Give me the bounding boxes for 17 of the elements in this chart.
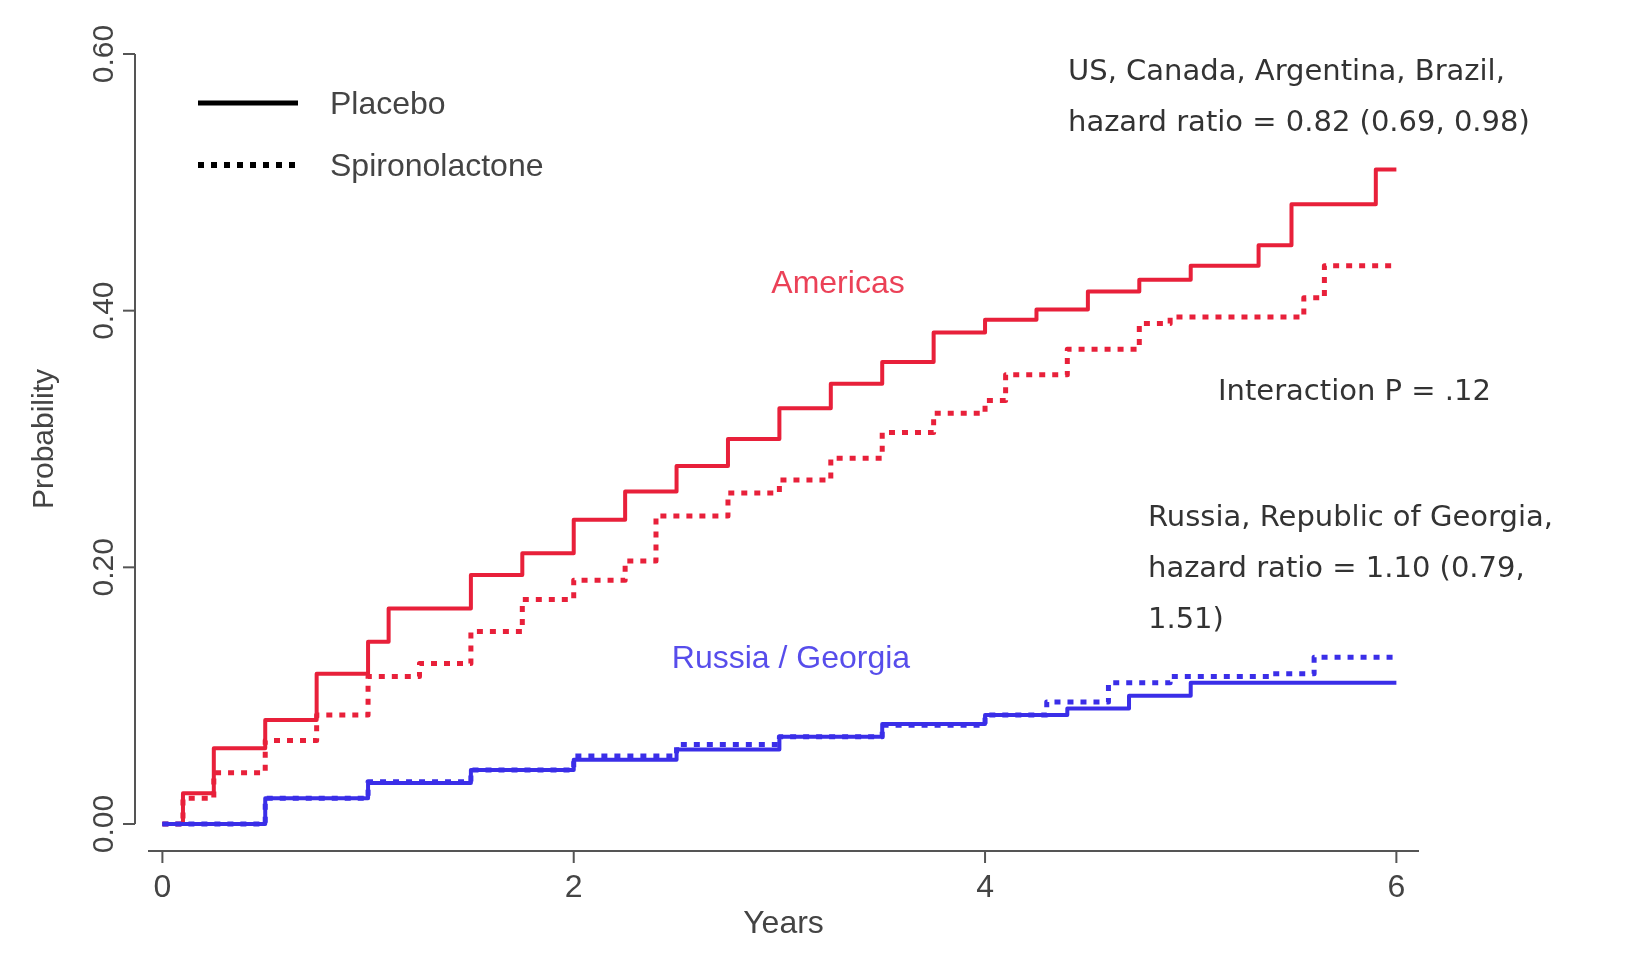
x-axis-title: Years: [743, 904, 824, 940]
annotation: Interaction P = .12: [1218, 373, 1491, 407]
series-label: Russia / Georgia: [671, 639, 911, 675]
y-axis-title: Probability: [26, 368, 59, 510]
y-tick-label: 0.40: [86, 281, 119, 340]
annotation: US, Canada, Argentina, Brazil, hazard ratio = 0.82 (0.69, 0.98): [1068, 53, 1530, 138]
x-tick-label: 4: [976, 868, 994, 904]
series-label: Americas: [771, 264, 905, 300]
x-tick-label: 6: [1387, 868, 1406, 904]
annotation: Spironolactone: [330, 147, 544, 183]
annotation: Placebo: [330, 85, 446, 121]
y-tick-label: 0.00: [86, 794, 119, 854]
x-tick-label: 2: [564, 868, 583, 904]
y-tick-label: 0.60: [86, 24, 119, 84]
x-tick-label: 0: [153, 868, 172, 904]
annotation: Russia, Republic of Georgia, hazard ratio = 1.10 (0.79, 1.51): [1148, 499, 1553, 635]
y-tick-label: 0.20: [86, 538, 119, 597]
